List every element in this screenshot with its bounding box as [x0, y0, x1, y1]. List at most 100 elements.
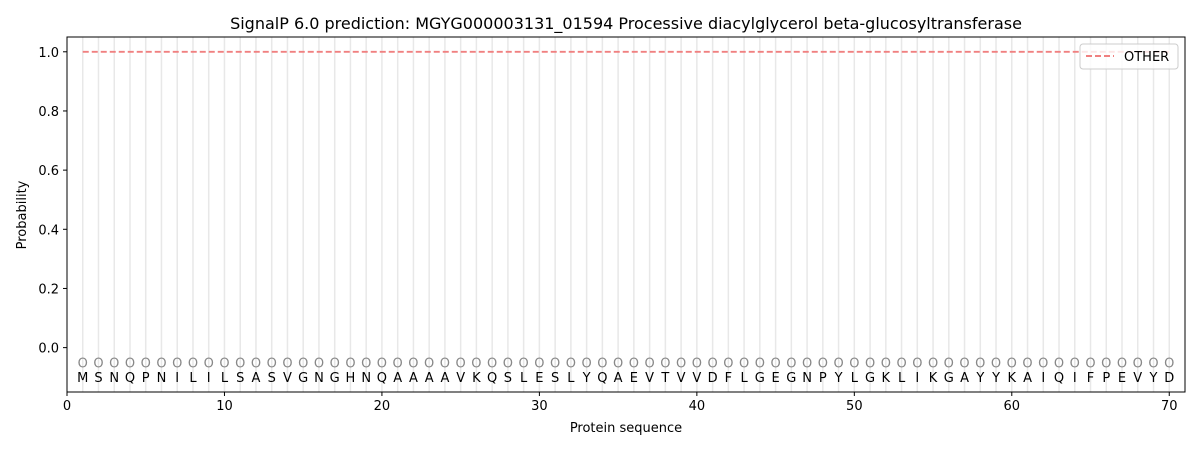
region-label: O: [456, 356, 466, 371]
y-tick-label: 1.0: [38, 46, 59, 61]
region-label: O: [566, 356, 576, 371]
residue-label: A: [393, 371, 402, 386]
residue-label: Y: [582, 371, 591, 386]
chart-marks: OMOSONOQOPONOIOLOIOLOSOAOSOVOGONOGOHONOQ…: [77, 50, 1174, 386]
legend: OTHER: [1079, 43, 1179, 70]
region-label: O: [1101, 356, 1111, 371]
residue-label: Y: [1149, 371, 1158, 386]
residue-label: A: [614, 371, 623, 386]
residue-label: N: [802, 371, 812, 386]
region-label: O: [991, 356, 1001, 371]
residue-label: I: [915, 371, 919, 386]
region-label: O: [818, 356, 828, 371]
y-axis-ticks: 0.0 0.2 0.4 0.6 0.8 1.0: [38, 46, 67, 357]
region-label: O: [219, 356, 229, 371]
region-label: O: [1007, 356, 1017, 371]
region-label: O: [975, 356, 985, 371]
residue-label: N: [157, 371, 167, 386]
region-label: O: [282, 356, 292, 371]
residue-label: L: [898, 371, 906, 386]
residue-label: Q: [1054, 371, 1064, 386]
residue-label: S: [94, 371, 102, 386]
x-axis-label: Protein sequence: [570, 421, 682, 436]
residue-label: A: [440, 371, 449, 386]
region-label: O: [802, 356, 812, 371]
residue-label: V: [645, 371, 654, 386]
residue-label: S: [551, 371, 559, 386]
region-label: O: [786, 356, 796, 371]
residue-label: F: [1087, 371, 1094, 386]
y-tick-label: 0.4: [38, 223, 59, 238]
grid-lines: [81, 37, 1171, 392]
region-label: O: [1038, 356, 1048, 371]
residue-label: E: [771, 371, 779, 386]
region-label: O: [1148, 356, 1158, 371]
residue-label: I: [175, 371, 179, 386]
y-tick-label: 0.6: [38, 164, 59, 179]
residue-label: A: [1023, 371, 1032, 386]
residue-label: Q: [597, 371, 607, 386]
residue-label: V: [283, 371, 292, 386]
region-label: O: [692, 356, 702, 371]
legend-label-other: OTHER: [1124, 50, 1169, 65]
region-label: O: [471, 356, 481, 371]
residue-label: N: [314, 371, 324, 386]
region-label: O: [550, 356, 560, 371]
region-label: O: [267, 356, 277, 371]
residue-label: E: [535, 371, 543, 386]
region-label: O: [1070, 356, 1080, 371]
residue-label: A: [425, 371, 434, 386]
residue-label: I: [1041, 371, 1045, 386]
region-label: O: [755, 356, 765, 371]
residue-label: I: [1073, 371, 1077, 386]
region-label: O: [251, 356, 261, 371]
residue-label: Q: [125, 371, 135, 386]
region-label: O: [912, 356, 922, 371]
residue-label: S: [268, 371, 276, 386]
residue-label: A: [252, 371, 261, 386]
residue-label: E: [630, 371, 638, 386]
residue-label: Y: [975, 371, 984, 386]
residue-label: G: [330, 371, 340, 386]
residue-label: F: [725, 371, 732, 386]
residue-label: P: [142, 371, 150, 386]
chart-title: SignalP 6.0 prediction: MGYG000003131_01…: [230, 14, 1022, 34]
region-label: O: [172, 356, 182, 371]
region-label: O: [424, 356, 434, 371]
residue-label: N: [109, 371, 119, 386]
y-axis-label: Probability: [15, 180, 30, 249]
residue-label: G: [944, 371, 954, 386]
residue-label: Q: [487, 371, 497, 386]
residue-label: Y: [991, 371, 1000, 386]
x-tick-label: 60: [1004, 399, 1021, 414]
residue-label: K: [882, 371, 891, 386]
region-label: O: [314, 356, 324, 371]
region-label: O: [770, 356, 780, 371]
region-label: O: [849, 356, 859, 371]
region-label: O: [93, 356, 103, 371]
region-label: O: [440, 356, 450, 371]
region-label: O: [833, 356, 843, 371]
residue-label: L: [851, 371, 859, 386]
region-label: O: [141, 356, 151, 371]
region-label: O: [330, 356, 340, 371]
residue-label: G: [298, 371, 308, 386]
y-tick-label: 0.0: [38, 342, 59, 357]
residue-label: A: [409, 371, 418, 386]
region-label: O: [944, 356, 954, 371]
region-label: O: [345, 356, 355, 371]
residue-label: M: [77, 371, 88, 386]
region-label: O: [1085, 356, 1095, 371]
residue-label: L: [520, 371, 528, 386]
region-label: O: [896, 356, 906, 371]
residue-label: E: [1118, 371, 1126, 386]
x-axis-ticks: 0 10 20 30 40 50 60 70: [63, 392, 1178, 414]
region-label: O: [865, 356, 875, 371]
region-label: O: [928, 356, 938, 371]
residue-label: K: [1008, 371, 1017, 386]
region-label: O: [519, 356, 529, 371]
region-label: O: [408, 356, 418, 371]
residue-label: L: [221, 371, 229, 386]
x-tick-label: 70: [1161, 399, 1178, 414]
